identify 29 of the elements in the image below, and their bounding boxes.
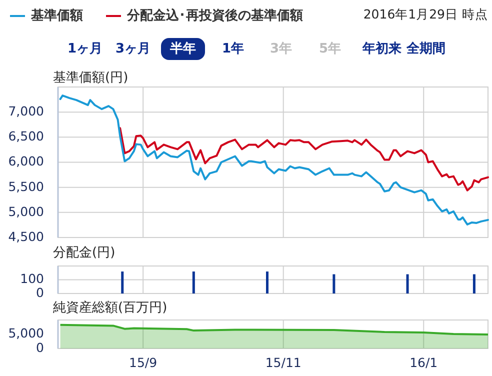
y-tick-label: 4,500 [8, 228, 44, 244]
line-series [59, 94, 489, 226]
y-tick-label: 5,500 [8, 178, 44, 194]
y-axis-title: 分配金(円) [53, 246, 116, 261]
text: 全期間 [406, 42, 446, 57]
legend-label: 基準価額 [30, 8, 83, 24]
y-tick-label: 7,000 [8, 104, 44, 119]
x-tick-label: 15/9 [129, 354, 158, 370]
y-axis-title: 基準価額(円) [53, 70, 128, 86]
line-series [119, 127, 489, 192]
text: 3年 [270, 42, 292, 57]
y-tick-label: 100 [20, 271, 44, 286]
y-tick-label: 6,000 [8, 154, 44, 169]
text: 年初来 [362, 40, 402, 57]
y-tick-label: 5,000 [8, 204, 44, 219]
x-tick-label: 15/11 [265, 354, 302, 370]
text: 1ヶ月 [67, 42, 103, 57]
y-tick-label: 6,500 [8, 128, 44, 144]
text: 5年 [318, 42, 342, 57]
y-tick-label: 0 [36, 340, 44, 355]
x-tick-label: 16/1 [410, 354, 438, 370]
text: 2016年1月29日 時点 [363, 6, 488, 22]
y-tick-label: 0 [36, 284, 44, 300]
y-tick-label: 5,000 [8, 326, 44, 341]
y-axis-title: 純資産総額(百万円) [53, 300, 168, 316]
text: 半年 [169, 42, 196, 57]
text: 1年 [222, 42, 244, 57]
legend-label: 分配金込･再投資後の基準価額 [126, 8, 303, 24]
text: 3ヶ月 [115, 42, 151, 57]
